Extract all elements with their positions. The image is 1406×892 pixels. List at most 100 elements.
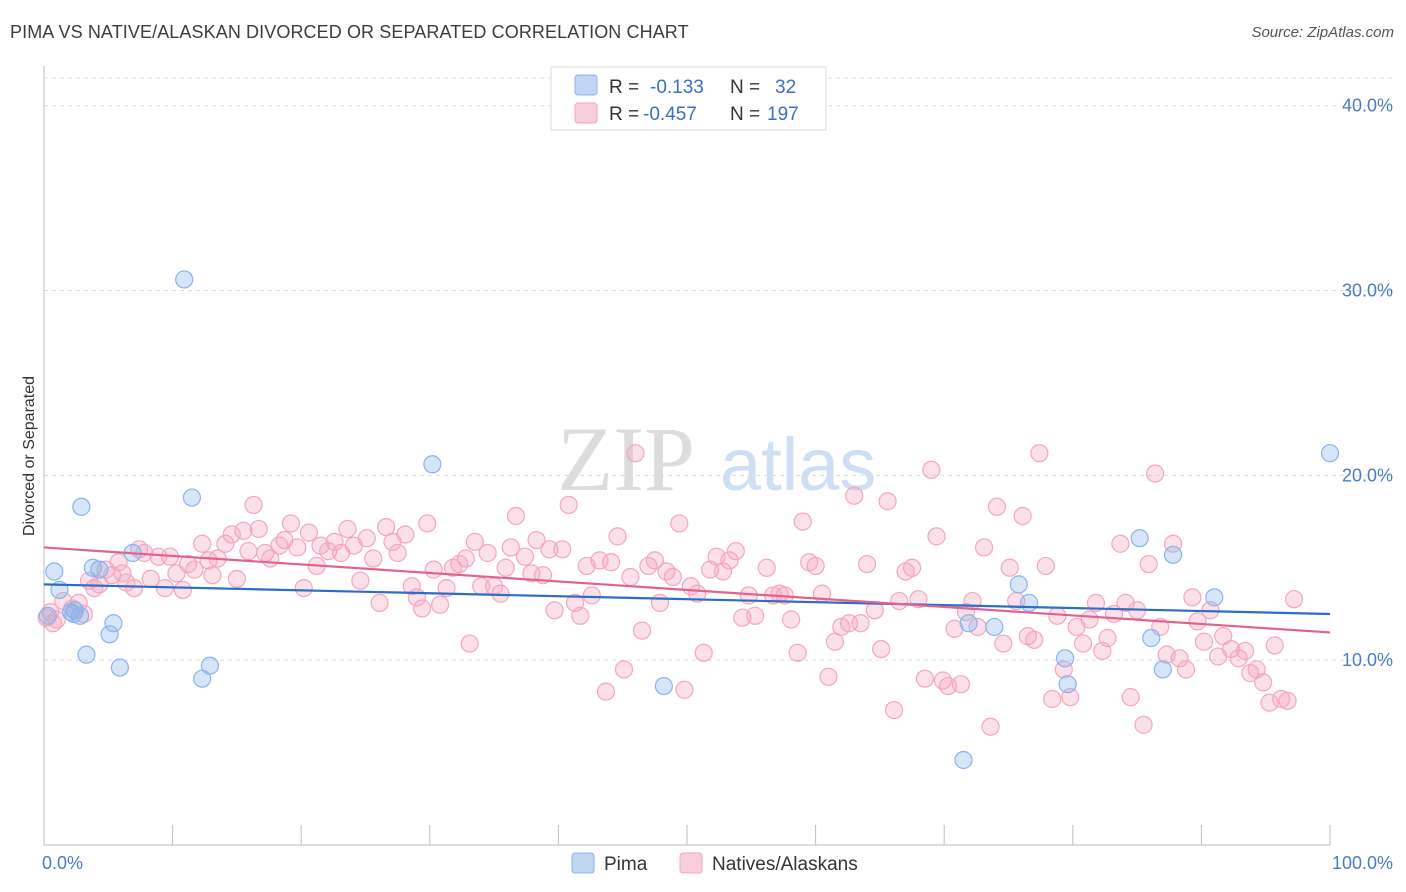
- natives-point-156: [994, 634, 1013, 653]
- natives-point-155: [987, 497, 1007, 516]
- natives-point-153: [974, 538, 994, 557]
- natives-point-109: [694, 643, 713, 662]
- pima-point-22: [959, 614, 978, 633]
- natives-point-200: [1265, 636, 1284, 655]
- natives-point-27: [193, 534, 212, 553]
- natives-point-91: [582, 586, 601, 605]
- natives-point-96: [614, 660, 634, 679]
- scatter-points: [37, 270, 1340, 770]
- natives-point-65: [424, 560, 443, 579]
- natives-point-44: [294, 579, 313, 598]
- natives-point-105: [670, 514, 689, 533]
- natives-point-45: [299, 523, 319, 542]
- natives-point-114: [726, 542, 745, 561]
- chart-title: PIMA VS NATIVE/ALASKAN DIVORCED OR SEPAR…: [10, 22, 689, 42]
- natives-point-76: [491, 584, 510, 603]
- trend-lines: [43, 546, 1331, 634]
- natives-point-181: [1146, 464, 1165, 483]
- pima-point-23: [985, 617, 1004, 637]
- axes: [43, 66, 1331, 846]
- y-tick-label-0: 10.0%: [1342, 650, 1393, 670]
- natives-point-55: [364, 549, 383, 568]
- natives-point-94: [602, 553, 621, 572]
- natives-point-123: [788, 643, 807, 662]
- natives-point-185: [1170, 649, 1189, 668]
- natives-point-61: [402, 577, 421, 596]
- natives-point-128: [819, 667, 838, 686]
- natives-point-98: [626, 444, 645, 463]
- y-tick-label-1: 20.0%: [1342, 465, 1393, 485]
- pima-point-29: [1142, 628, 1161, 648]
- source-label: Source: ZipAtlas.com: [1251, 24, 1394, 41]
- bottom-legend-natives: Natives/Alaskans: [712, 854, 858, 875]
- natives-point-113: [720, 551, 739, 570]
- natives-point-101: [645, 551, 664, 570]
- natives-point-136: [872, 639, 891, 659]
- pima-point-33: [1320, 444, 1340, 463]
- natives-point-3: [47, 610, 66, 629]
- natives-point-177: [1121, 688, 1140, 707]
- natives-point-63: [412, 599, 432, 618]
- natives-point-82: [527, 530, 546, 550]
- natives-point-126: [806, 556, 825, 576]
- natives-point-203: [1284, 590, 1304, 609]
- natives-point-117: [746, 606, 765, 625]
- pima-point-1: [45, 562, 64, 581]
- natives-point-171: [1086, 593, 1106, 612]
- natives-point-169: [1073, 634, 1093, 653]
- natives-point-139: [890, 591, 909, 611]
- natives-point-92: [590, 551, 609, 570]
- natives-point-26: [185, 560, 204, 579]
- legend-r-label-natives: R =: [609, 104, 639, 125]
- natives-point-161: [1025, 630, 1044, 649]
- natives-point-189: [1194, 632, 1214, 651]
- pima-point-26: [1055, 649, 1075, 668]
- legend-n-value-natives: 197: [767, 104, 799, 125]
- natives-point-72: [465, 532, 484, 551]
- pima-point-7: [72, 497, 91, 516]
- natives-point-53: [351, 571, 370, 590]
- natives-point-141: [902, 558, 922, 577]
- natives-point-87: [559, 495, 578, 515]
- natives-point-112: [713, 562, 733, 581]
- natives-trend-line: [43, 546, 1331, 634]
- pima-point-6: [70, 606, 90, 625]
- natives-point-43: [288, 538, 307, 557]
- natives-point-80: [515, 547, 535, 566]
- pima-point-25: [1019, 593, 1039, 612]
- natives-point-89: [571, 606, 590, 625]
- pima-point-5: [64, 604, 83, 624]
- legend-n-label-natives: N =: [730, 104, 760, 125]
- pima-point-20: [654, 676, 673, 696]
- y-axis-label: Divorced or Separated: [21, 376, 38, 536]
- natives-point-86: [553, 540, 572, 559]
- legend-r-value-natives: -0.457: [643, 104, 697, 125]
- natives-point-36: [244, 495, 263, 515]
- legend-n-value-pima: 32: [775, 77, 796, 98]
- natives-point-145: [927, 527, 946, 546]
- pima-point-15: [175, 270, 194, 289]
- top-legend: R = -0.133 N = 32 R = -0.457 N = 197: [550, 66, 827, 131]
- natives-point-95: [608, 527, 627, 546]
- x-tick-label-0: 0.0%: [42, 853, 83, 873]
- pima-point-19: [423, 455, 442, 474]
- natives-point-187: [1183, 588, 1202, 607]
- natives-point-106: [675, 680, 694, 699]
- natives-point-16: [124, 579, 144, 598]
- natives-point-188: [1188, 612, 1207, 631]
- natives-point-31: [216, 534, 235, 553]
- natives-point-201: [1272, 689, 1291, 709]
- natives-point-164: [1043, 689, 1062, 709]
- natives-point-28: [199, 551, 218, 570]
- natives-point-97: [621, 567, 640, 587]
- natives-point-157: [1000, 558, 1019, 577]
- pima-point-27: [1058, 675, 1077, 694]
- pima-point-9: [83, 558, 102, 577]
- legend-swatch-natives: [574, 102, 598, 124]
- natives-point-42: [281, 514, 301, 533]
- watermark-zip: ZIP: [557, 408, 695, 510]
- natives-point-193: [1221, 639, 1241, 659]
- natives-point-79: [506, 506, 526, 526]
- natives-point-137: [878, 492, 897, 511]
